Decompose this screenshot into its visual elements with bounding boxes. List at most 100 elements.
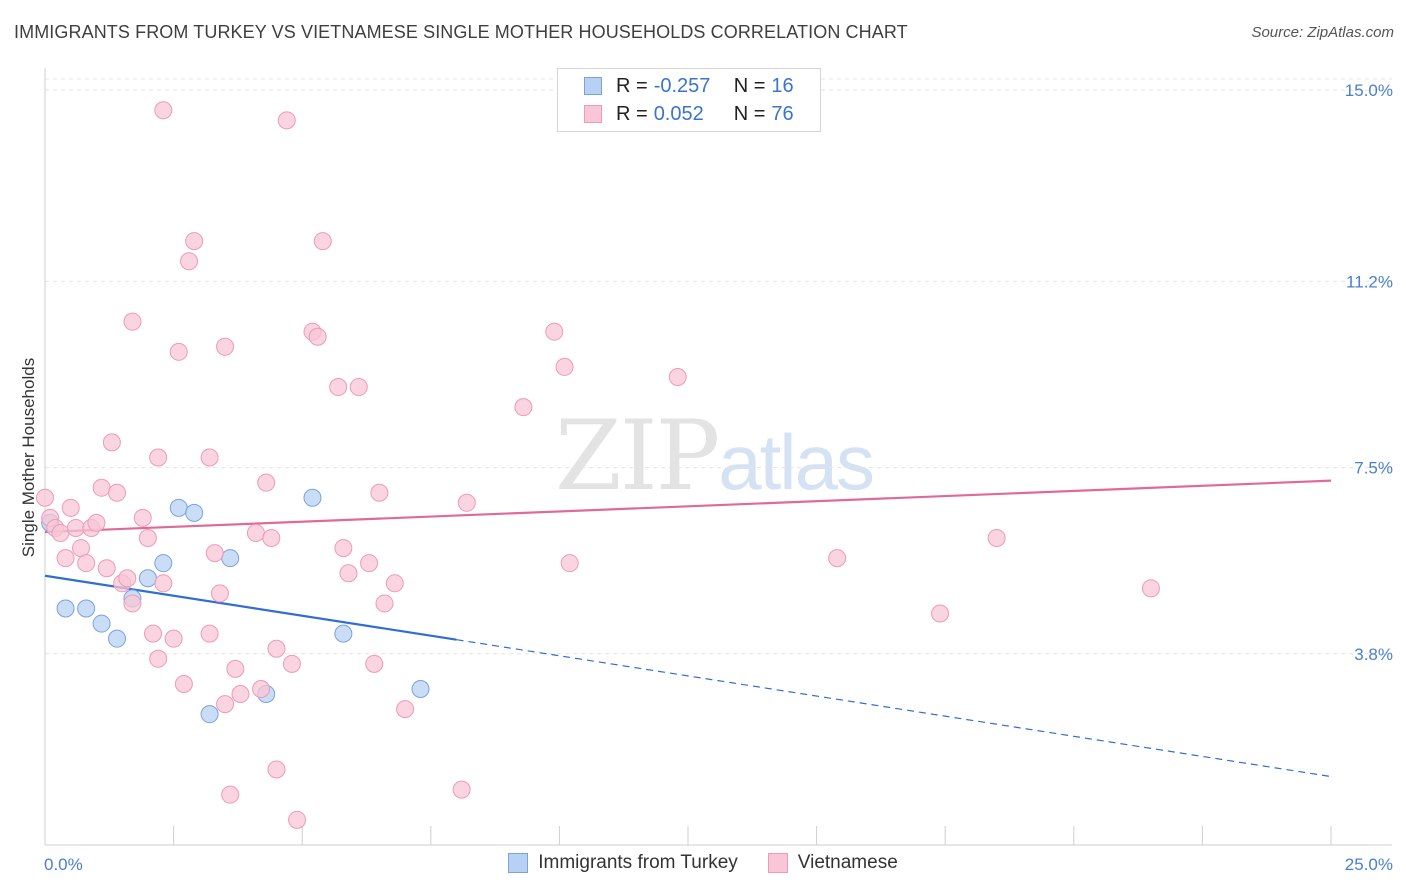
- watermark-zip: ZIP: [555, 400, 720, 512]
- vietnamese-point: [154, 574, 173, 593]
- vietnamese-point: [180, 252, 199, 271]
- vietnamese-point: [370, 483, 389, 502]
- vietnamese-point: [169, 342, 188, 361]
- vietnamese-point: [555, 357, 574, 376]
- vietnamese-point: [365, 654, 384, 673]
- vietnamese-point: [308, 327, 327, 346]
- legend-swatch-vietnamese: [767, 853, 788, 873]
- legend-r-value: 0.052: [653, 102, 704, 125]
- vietnamese-point: [313, 232, 332, 251]
- vietnamese-point: [154, 101, 173, 120]
- legend-r-label: R =: [616, 74, 648, 97]
- legend-row-vietnamese: R = 0.052 N = 76: [584, 101, 794, 127]
- vietnamese-point: [144, 624, 163, 643]
- x-tick-label: 25.0%: [1345, 855, 1393, 874]
- vietnamese-point: [149, 448, 168, 467]
- turkey-point: [56, 599, 75, 618]
- vietnamese-point: [277, 111, 296, 130]
- legend-n-label: N =: [733, 74, 766, 97]
- vietnamese-point: [174, 674, 193, 693]
- vietnamese-point: [118, 569, 137, 588]
- vietnamese-point: [226, 659, 245, 678]
- vietnamese-point: [61, 498, 80, 517]
- legend-swatch-turkey: [584, 77, 602, 95]
- vietnamese-point: [221, 785, 240, 804]
- y-tick-label: 7.5%: [1354, 459, 1393, 478]
- vietnamese-point: [560, 554, 579, 573]
- turkey-point: [200, 705, 219, 724]
- vietnamese-point: [334, 539, 353, 558]
- vietnamese-point: [108, 483, 127, 502]
- turkey-point: [169, 498, 188, 517]
- vietnamese-point: [267, 639, 286, 658]
- vietnamese-point: [200, 624, 219, 643]
- legend-label-turkey: Immigrants from Turkey: [538, 852, 738, 873]
- vietnamese-point: [457, 493, 476, 512]
- turkey-point: [185, 503, 204, 522]
- turkey-point: [77, 599, 96, 618]
- source-credit: Source: ZipAtlas.com: [1251, 24, 1394, 41]
- vietnamese-trend-line: [44, 479, 1332, 534]
- vietnamese-point: [164, 629, 183, 648]
- vietnamese-point: [545, 322, 564, 341]
- correlation-legend: R = -0.257 N = 16 R = 0.052 N = 76: [557, 68, 821, 132]
- vietnamese-point: [339, 564, 358, 583]
- vietnamese-point: [931, 604, 950, 623]
- legend-swatch-vietnamese: [584, 105, 602, 123]
- vietnamese-point: [1141, 579, 1160, 598]
- turkey-point: [138, 569, 157, 588]
- turkey-point: [411, 679, 430, 698]
- vietnamese-point: [262, 529, 281, 548]
- vietnamese-point: [282, 654, 301, 673]
- y-axis-label: Single Mother Households: [19, 358, 38, 557]
- turkey-point: [154, 554, 173, 573]
- vietnamese-point: [452, 780, 471, 799]
- vietnamese-point: [987, 529, 1006, 548]
- vietnamese-point: [97, 559, 116, 578]
- vietnamese-point: [267, 760, 286, 779]
- vietnamese-point: [216, 337, 235, 356]
- legend-n-value: 16: [771, 74, 794, 97]
- vietnamese-point: [231, 685, 250, 704]
- y-tick-label: 3.8%: [1354, 645, 1393, 664]
- legend-n-value: 76: [771, 102, 794, 125]
- vietnamese-point: [349, 378, 368, 397]
- vietnamese-point: [288, 810, 307, 829]
- vietnamese-point: [138, 529, 157, 548]
- watermark: ZIPatlas: [555, 400, 875, 512]
- legend-n-label: N =: [733, 102, 766, 125]
- points-layer: [36, 101, 1160, 829]
- legend-swatch-turkey: [508, 853, 529, 873]
- watermark-atlas: atlas: [718, 418, 875, 506]
- vietnamese-point: [205, 544, 224, 563]
- grid-layer: [45, 78, 1392, 655]
- vietnamese-point: [123, 312, 142, 331]
- x-tick-label: 0.0%: [44, 855, 83, 874]
- chart-title: IMMIGRANTS FROM TURKEY VS VIETNAMESE SIN…: [14, 22, 908, 42]
- y-tick-label: 11.2%: [1346, 272, 1393, 291]
- turkey-point: [303, 488, 322, 507]
- turkey-point: [108, 629, 127, 648]
- legend-item-turkey[interactable]: Immigrants from Turkey: [508, 852, 738, 874]
- trend-layer: [44, 479, 1332, 778]
- vietnamese-point: [77, 554, 96, 573]
- vietnamese-point: [66, 518, 85, 537]
- vietnamese-point: [123, 594, 142, 613]
- legend-label-vietnamese: Vietnamese: [797, 852, 898, 873]
- vietnamese-point: [668, 367, 687, 386]
- vietnamese-point: [133, 508, 152, 527]
- axis-layer: [44, 68, 1392, 846]
- turkey-point: [92, 614, 111, 633]
- vietnamese-point: [216, 695, 235, 714]
- vietnamese-point: [200, 448, 219, 467]
- vietnamese-point: [56, 549, 75, 568]
- legend-r-label: R =: [616, 102, 648, 125]
- legend-row-turkey: R = -0.257 N = 16: [584, 73, 794, 99]
- vietnamese-point: [396, 700, 415, 719]
- vietnamese-point: [257, 473, 276, 492]
- vietnamese-point: [246, 523, 265, 542]
- legend-r-value: -0.257: [653, 74, 711, 97]
- legend-item-vietnamese[interactable]: Vietnamese: [767, 852, 898, 874]
- turkey-point: [221, 549, 240, 568]
